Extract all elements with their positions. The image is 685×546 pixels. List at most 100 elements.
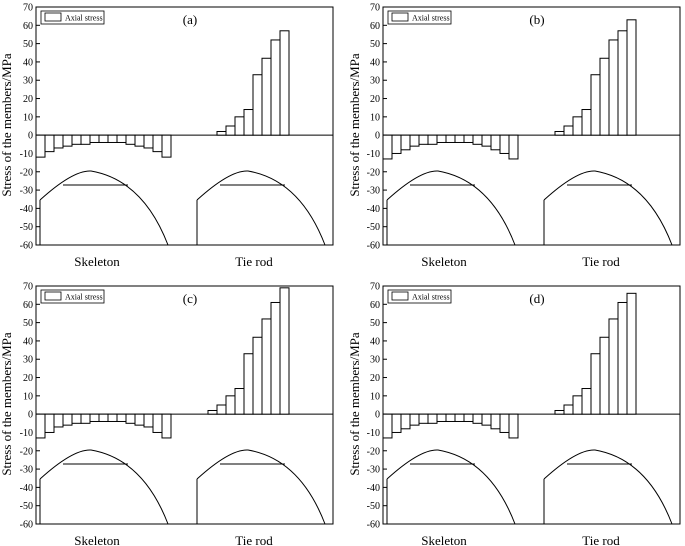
bar-skeleton	[98, 134, 109, 143]
y-tick-label: -60	[367, 520, 380, 531]
bar-skeleton	[89, 413, 100, 422]
y-tick-label: 0	[28, 131, 33, 142]
y-tick-label: -60	[20, 241, 33, 252]
bar-skeleton	[53, 134, 64, 149]
y-tick-label: -40	[20, 483, 33, 494]
bar-tie-rod	[599, 57, 610, 136]
structure-arch	[196, 449, 326, 525]
bar-tie-rod	[554, 409, 565, 415]
bar-skeleton	[62, 413, 73, 426]
y-tick-label: -60	[20, 520, 33, 531]
bar-tie-rod	[608, 318, 619, 415]
legend-swatch	[391, 291, 409, 301]
y-tick-label: 10	[23, 112, 33, 123]
y-tick-label: -50	[20, 222, 33, 233]
legend-label: Axial stress	[65, 293, 103, 302]
bar-skeleton	[499, 413, 510, 433]
y-tick-label: 10	[370, 391, 380, 402]
y-tick-label: 70	[23, 3, 33, 14]
bar-tie-rod	[225, 125, 236, 136]
bar-tie-rod	[279, 30, 290, 136]
bar-tie-rod	[581, 388, 592, 415]
bar-skeleton	[508, 134, 519, 160]
bar-skeleton	[62, 134, 73, 147]
bar-tie-rod	[608, 39, 619, 136]
y-tick-label: 10	[370, 112, 380, 123]
bar-skeleton	[161, 413, 172, 439]
bar-tie-rod	[572, 395, 583, 415]
bar-skeleton	[116, 413, 127, 422]
bar-skeleton	[490, 134, 501, 151]
y-axis-label: Stress of the members/MPa	[0, 53, 14, 197]
y-tick-label: -30	[367, 186, 380, 197]
legend-swatch	[44, 291, 62, 301]
y-tick-label: 60	[23, 300, 33, 311]
y-tick-label: 50	[23, 39, 33, 50]
y-tick-label: 40	[370, 336, 380, 347]
bar-skeleton	[107, 413, 118, 422]
structure-arch	[39, 170, 169, 246]
bar-skeleton	[481, 134, 492, 147]
y-tick-label: 60	[23, 21, 33, 32]
bar-skeleton	[44, 134, 55, 153]
bar-skeleton	[418, 134, 429, 145]
y-tick-label: -30	[20, 465, 33, 476]
plot-frame	[382, 285, 681, 525]
bar-skeleton	[107, 134, 118, 143]
y-tick-label: 70	[370, 282, 380, 293]
y-tick-label: 40	[370, 57, 380, 68]
bar-tie-rod	[234, 388, 245, 415]
structure-arch	[543, 170, 673, 246]
y-tick-label: -50	[367, 222, 380, 233]
bar-tie-rod	[590, 353, 601, 415]
bar-skeleton	[98, 413, 109, 422]
bar-tie-rod	[554, 130, 565, 136]
x-label-skeleton: Skeleton	[74, 533, 120, 546]
y-axis-label: Stress of the members/MPa	[347, 332, 362, 476]
y-tick-label: 0	[375, 131, 380, 142]
structure-arch	[543, 449, 673, 525]
bar-skeleton	[499, 134, 510, 154]
bar-skeleton	[472, 134, 483, 145]
y-tick-label: 50	[370, 318, 380, 329]
bar-tie-rod	[243, 109, 254, 136]
legend-swatch	[44, 12, 62, 22]
x-label-tie-rod: Tie rod	[235, 254, 273, 269]
bar-tie-rod	[626, 19, 637, 136]
bar-tie-rod	[590, 74, 601, 136]
bar-skeleton	[382, 413, 393, 439]
y-tick-label: -50	[367, 501, 380, 512]
bar-skeleton	[71, 413, 82, 424]
bar-tie-rod	[252, 336, 263, 415]
legend-swatch	[391, 12, 409, 22]
bar-skeleton	[382, 134, 393, 160]
bar-skeleton	[134, 134, 145, 147]
bar-skeleton	[463, 134, 474, 143]
legend: Axial stress	[40, 289, 105, 304]
bar-tie-rod	[617, 301, 628, 415]
y-tick-label: -20	[367, 446, 380, 457]
bar-skeleton	[391, 134, 402, 154]
bar-skeleton	[409, 134, 420, 147]
bar-skeleton	[80, 413, 91, 424]
bar-skeleton	[35, 413, 46, 439]
y-tick-label: -40	[367, 204, 380, 215]
bar-skeleton	[116, 134, 127, 143]
y-tick-label: 0	[28, 410, 33, 421]
bar-skeleton	[89, 134, 100, 143]
y-tick-label: -30	[367, 465, 380, 476]
y-tick-label: -50	[20, 501, 33, 512]
legend: Axial stress	[387, 10, 452, 25]
bar-skeleton	[508, 413, 519, 439]
bar-skeleton	[134, 413, 145, 426]
bar-skeleton	[143, 134, 154, 149]
x-label-tie-rod: Tie rod	[235, 533, 273, 546]
y-tick-label: -40	[20, 204, 33, 215]
bar-tie-rod	[216, 130, 227, 136]
y-tick-label: -10	[367, 149, 380, 160]
y-tick-label: 20	[370, 94, 380, 105]
bar-skeleton	[400, 413, 411, 430]
bar-skeleton	[44, 413, 55, 433]
chart-panel-1: 70 60 50 40 30 20 10 0 -10 -20 -30 -40 -50 -60 Axial s…	[367, 3, 681, 269]
